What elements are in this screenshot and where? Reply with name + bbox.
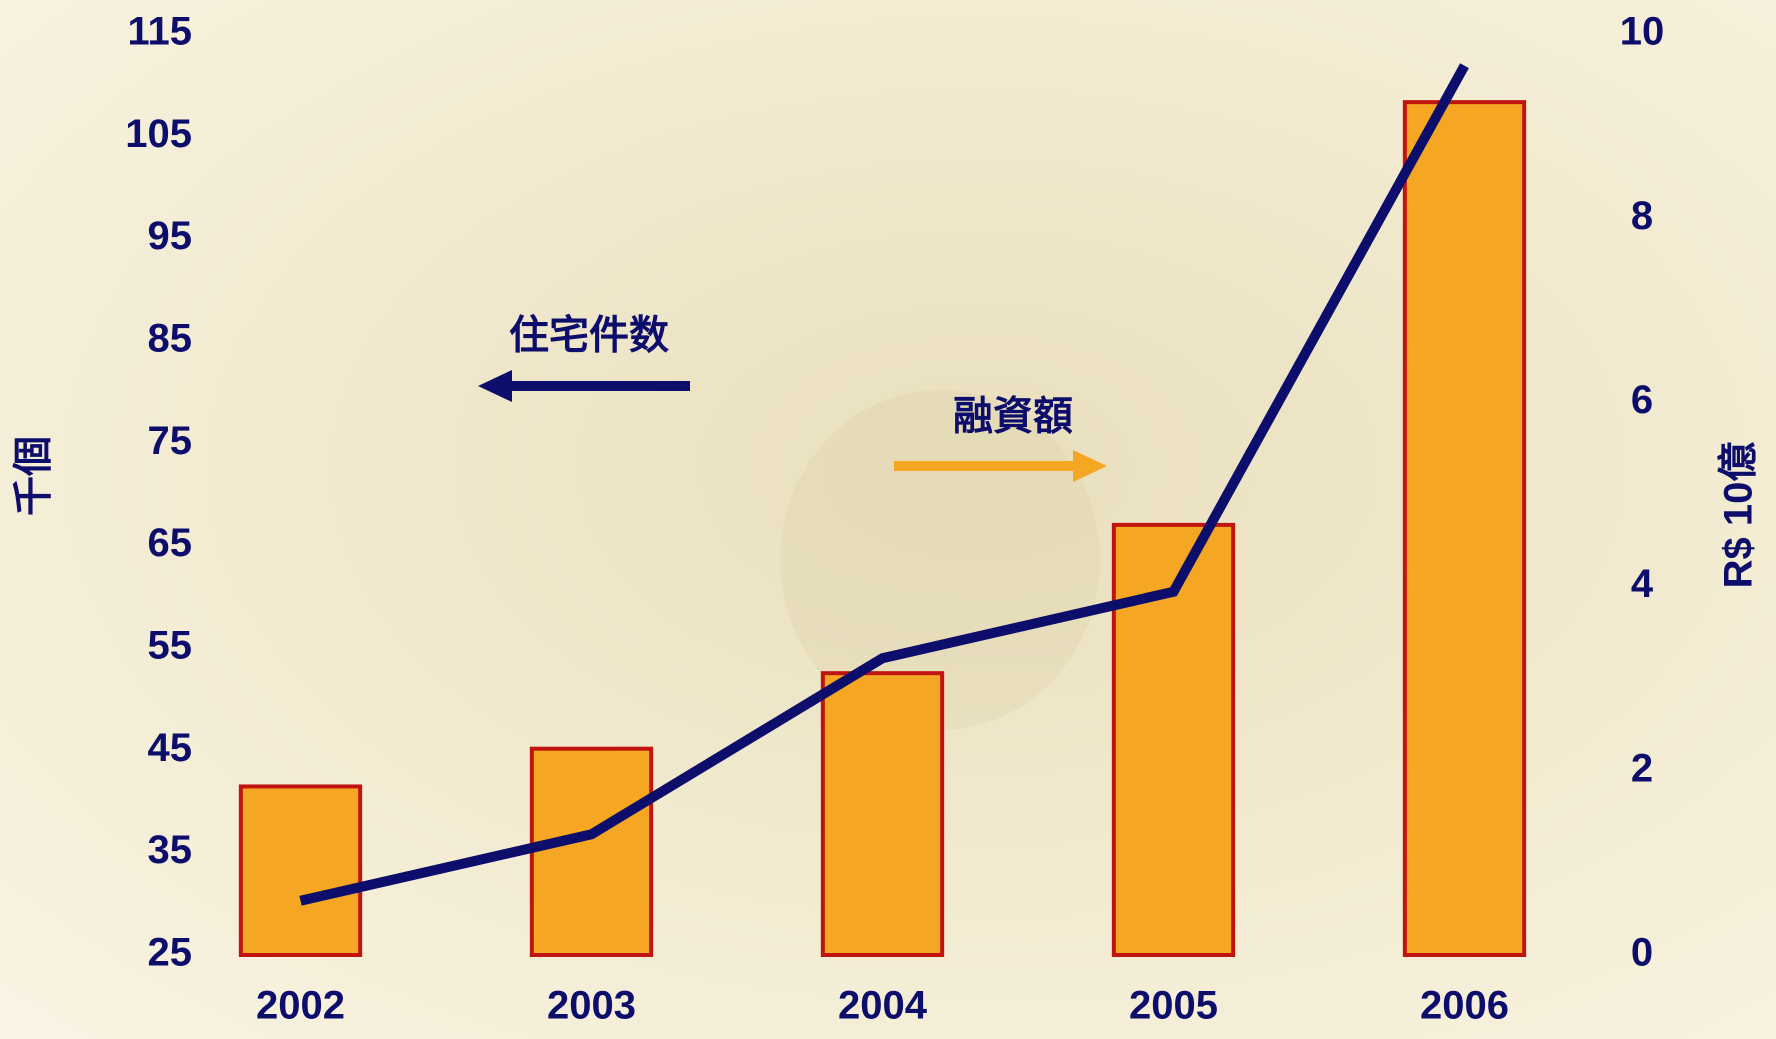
x-tick-label: 2005 bbox=[1129, 984, 1218, 1028]
annotation: 融資額 bbox=[953, 395, 1073, 439]
y-tick-label: 95 bbox=[148, 214, 193, 258]
x-tick-label: 2003 bbox=[547, 984, 636, 1028]
y-tick-label: 25 bbox=[148, 931, 193, 975]
y-tick-label: 55 bbox=[148, 624, 193, 668]
bar bbox=[1402, 100, 1527, 958]
line bbox=[299, 63, 1469, 906]
y2-tick-label: 2 bbox=[1631, 746, 1653, 790]
annotation-arrow bbox=[894, 450, 1107, 482]
y-tick-label: 35 bbox=[148, 828, 193, 872]
y2-axis-label: R$ 10億 bbox=[1717, 442, 1761, 589]
bar bbox=[820, 671, 945, 957]
y2-tick-label: 0 bbox=[1631, 931, 1653, 975]
y-tick-label: 115 bbox=[127, 10, 192, 54]
y2-tick-label: 10 bbox=[1620, 10, 1665, 54]
bar bbox=[238, 784, 363, 957]
annotation: 住宅件数 bbox=[509, 313, 669, 358]
y-tick-label: 105 bbox=[125, 112, 192, 156]
x-tick-label: 2006 bbox=[1420, 984, 1509, 1028]
background-watermark bbox=[780, 390, 1100, 730]
bar bbox=[529, 746, 654, 957]
y-tick-label: 75 bbox=[148, 419, 193, 463]
y-tick-label: 65 bbox=[148, 521, 193, 565]
y2-tick-label: 6 bbox=[1631, 378, 1653, 422]
x-tick-label: 2002 bbox=[256, 984, 345, 1028]
y2-tick-label: 4 bbox=[1631, 562, 1654, 606]
y-tick-label: 85 bbox=[148, 317, 193, 361]
y-axis-label: 千個 bbox=[12, 436, 56, 516]
y2-tick-label: 8 bbox=[1631, 194, 1653, 238]
x-tick-label: 2004 bbox=[838, 984, 928, 1028]
y-tick-label: 45 bbox=[148, 726, 193, 770]
annotation-arrow bbox=[478, 370, 690, 402]
